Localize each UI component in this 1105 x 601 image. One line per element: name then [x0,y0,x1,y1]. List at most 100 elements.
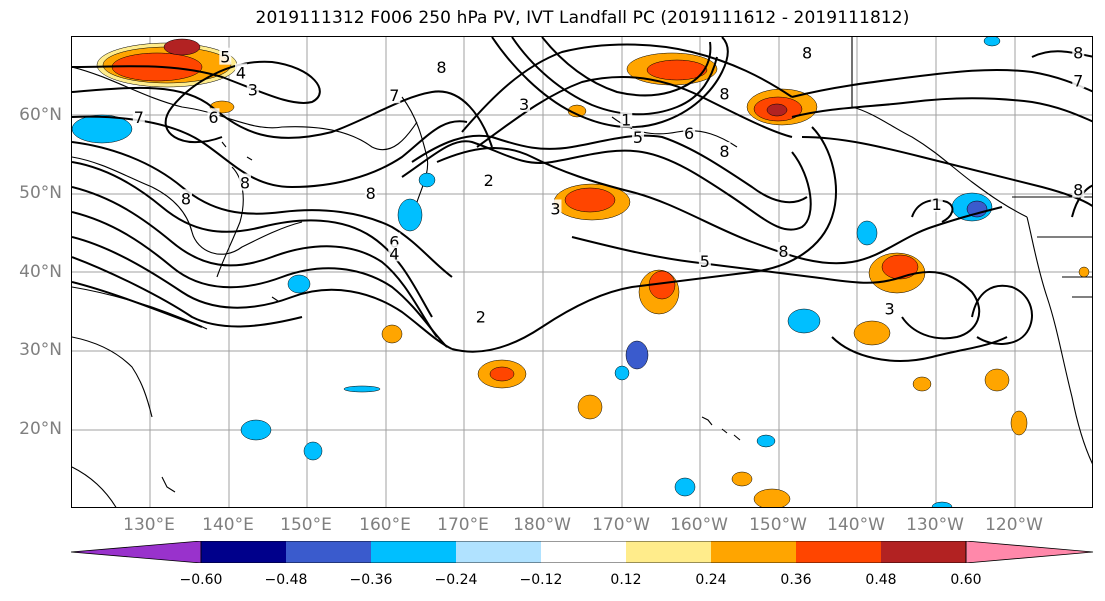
anomaly-blob [984,368,1010,392]
contour-label: 8 [778,242,788,261]
anomaly-blob [614,365,630,381]
anomaly-blob [674,477,696,497]
lat-label-30n: 30°N [19,340,62,360]
anomaly-blob [787,308,821,334]
lat-label-20n: 20°N [19,419,62,439]
contour-label-bg [235,63,248,81]
contour-label: 5 [220,48,230,67]
lon-label-140w: 140°W [827,515,885,535]
anomaly-blob [983,37,1001,47]
colorbar-tick: −0.48 [264,572,308,588]
contour-label-bg [632,127,645,145]
contour-label-bg [518,94,531,112]
contour-label-bg [718,142,731,160]
colorbar-segment [881,541,966,563]
contour-label-bg [435,57,448,75]
anomaly-blob [343,385,381,393]
colorbar-segment [541,541,626,563]
colorbar-tick: 0.12 [610,572,642,588]
pv-contours [72,37,1092,362]
colorbar-segment [371,541,456,563]
contour-label: 6 [389,233,399,252]
anomaly-blob [577,394,603,420]
lon-label-170e: 170°E [437,515,489,535]
anomaly-blob [287,274,311,294]
contour-label: 8 [1073,44,1083,63]
anomaly-blob [912,376,932,392]
coastlines [72,37,1092,507]
anomaly-blob [731,471,753,487]
contour-label: 2 [476,307,486,326]
colorbar-tick: −0.24 [434,572,478,588]
contour-label-bg [698,252,711,270]
contour-label-bg [364,183,377,201]
lon-label-180w: 180°W [513,515,571,535]
colorbar-tick: −0.36 [349,572,393,588]
contour-label-bg [238,173,251,191]
contour-label: 1 [621,111,631,130]
anomaly-blob [1010,410,1028,436]
lon-label-150e: 150°E [280,515,332,535]
lon-label-140e: 140°E [202,515,254,535]
contour-label: 8 [719,142,729,161]
anomaly-blob [646,59,708,81]
lon-label-130e: 130°E [123,515,175,535]
lon-label-150w: 150°W [749,515,807,535]
colorbar-segment [201,541,286,563]
lon-label-130w: 130°W [906,515,964,535]
anomaly-blob [381,324,403,344]
anomaly-blob [163,38,201,56]
anomaly-blob [418,172,436,188]
contour-label: 3 [885,299,895,318]
contour-label-bg [474,307,487,325]
contour-label-bg [1072,180,1085,198]
anomaly-blob [72,114,133,144]
figure-title: 2019111312 F006 250 hPa PV, IVT Landfall… [255,8,910,28]
contour-label: 8 [719,85,729,104]
contour-label-bg [246,80,259,98]
contour-label-bg [388,244,401,262]
anomaly-blob [753,488,791,507]
anomaly-blob [766,103,788,117]
lat-label-40n: 40°N [19,262,62,282]
contour-label: 3 [248,81,258,100]
anomaly-blob [564,187,616,213]
contour-label: 6 [684,124,694,143]
anomaly-blob [853,320,891,346]
colorbar-extend-low [71,541,202,563]
contour-label: 7 [134,108,144,127]
positive-anomalies [96,38,1090,507]
colorbar-extend-high [965,541,1094,563]
contour-label-bg [883,299,896,317]
contour-label-bg [549,199,562,217]
contour-label-bg [1072,71,1085,89]
contour-label: 3 [519,95,529,114]
contour-label: 8 [181,189,191,208]
contour-label-bg [388,86,401,104]
anomaly-blob [397,198,423,232]
colorbar-segment [456,541,541,563]
colorbar [71,541,1094,563]
contour-label: 1 [932,195,942,214]
contour-label: 5 [633,128,643,147]
contour-label-bg [620,110,633,128]
contour-label-bg [132,108,145,126]
colorbar-tick: 0.36 [780,572,812,588]
colorbar-segment [626,541,711,563]
lon-label-160w: 160°W [670,515,728,535]
contour-label-bg [718,84,731,102]
contour-label: 8 [366,184,376,203]
anomaly-blob [489,366,515,382]
colorbar-tick: −0.60 [179,572,223,588]
contour-label-bg [482,171,495,189]
anomaly-blob [931,501,953,507]
anomaly-blob [856,220,878,246]
colorbar-segment [796,541,881,563]
contour-label-bg [777,241,790,259]
colorbar-segment [711,541,796,563]
lat-label-60n: 60°N [19,105,62,125]
contour-label-bg [1072,43,1085,61]
